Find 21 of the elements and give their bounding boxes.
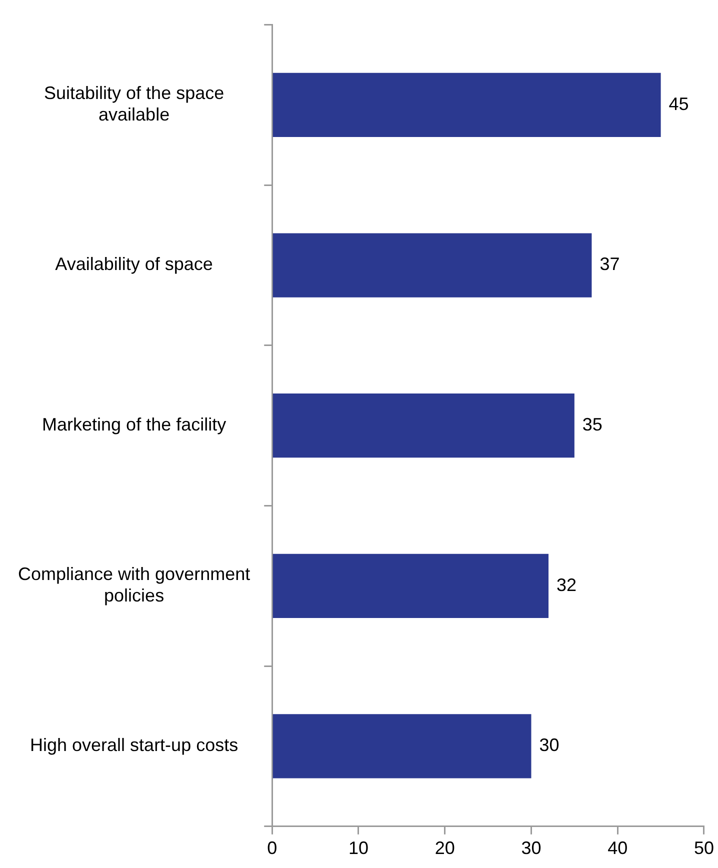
data-label: 45 <box>668 94 689 114</box>
x-tick-label: 50 <box>694 838 714 858</box>
data-label: 35 <box>582 414 602 435</box>
bar <box>272 714 532 778</box>
y-tick-label: Availability of space <box>55 254 213 274</box>
bar <box>272 233 592 298</box>
data-label: 30 <box>539 735 560 756</box>
bar <box>272 72 661 138</box>
bar <box>272 554 549 618</box>
x-tick-label: 10 <box>348 838 368 858</box>
data-label: 32 <box>556 574 577 595</box>
x-tick-label: 20 <box>434 838 455 858</box>
x-tick-label: 30 <box>521 838 542 858</box>
bar <box>272 394 574 458</box>
x-tick-label: 0 <box>267 838 278 858</box>
data-label: 37 <box>600 254 620 274</box>
y-tick-label: High overall start-up costs <box>30 735 238 756</box>
y-tick-label: Marketing of the facility <box>42 414 226 435</box>
y-tick-label: Compliance with government policies <box>18 564 250 606</box>
x-tick-label: 40 <box>608 838 628 858</box>
y-tick-label: Suitability of the space available <box>44 83 224 125</box>
